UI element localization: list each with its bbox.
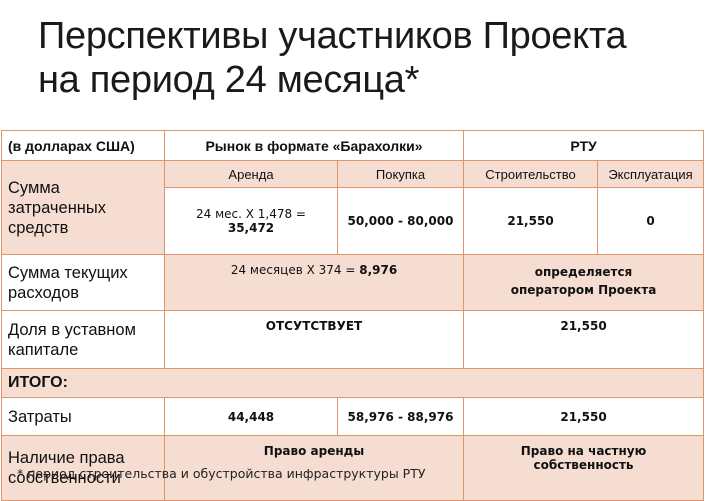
purchase-subheader: Покупка — [336, 160, 465, 188]
construction-subheader: Строительство — [463, 160, 599, 188]
table-row: Наличие права собственности Право аренды… — [1, 435, 705, 501]
table-row: Сумма текущих расходов 24 месяцев Х 374 … — [1, 254, 705, 311]
table-row: 24 мес. Х 1,478 = 35,472 50,000 - 80,000… — [2, 187, 705, 255]
ownership-market-cell: Право аренды — [163, 435, 465, 501]
unit-header: (в долларах США) — [1, 130, 165, 161]
ownership-label: Наличие права собственности — [1, 435, 165, 501]
share-label: Доля в уставном капитале — [1, 310, 165, 369]
spent-rent-cell: 24 мес. Х 1,478 = 35,472 — [164, 187, 338, 255]
rent-subheader: Аренда — [164, 160, 338, 188]
market-header: Рынок в формате «Барахолки» — [163, 130, 465, 161]
table-subheader-row: Сумма затраченных средств Аренда Покупка… — [1, 160, 705, 255]
spent-rent-formula: 24 мес. Х 1,478 = — [195, 207, 306, 221]
operation-subheader: Эксплуатация — [597, 160, 705, 188]
footnote: * период строительства и обустройства ин… — [17, 466, 426, 481]
current-market-value: 8,976 — [359, 263, 398, 277]
table-row: ИТОГО: — [0, 368, 705, 398]
spent-label: Сумма затраченных средств — [1, 160, 165, 255]
share-rtu-cell: 21,550 — [463, 310, 705, 369]
spent-construction-cell: 21,550 — [463, 187, 599, 255]
spent-purchase-cell: 50,000 - 80,000 — [336, 187, 465, 255]
comparison-table: (в долларах США) Рынок в формате «Барахо… — [0, 130, 705, 501]
table-header-row: (в долларах США) Рынок в формате «Барахо… — [1, 130, 705, 161]
slide-title: Перспективы участников Проекта на период… — [38, 14, 627, 102]
spent-rent-total: 35,472 — [227, 221, 275, 235]
rtu-header: РТУ — [463, 130, 705, 161]
costs-rent-cell: 44,448 — [164, 397, 338, 436]
current-rtu-cell: определяется оператором Проекта — [463, 254, 705, 311]
costs-rtu-cell: 21,550 — [463, 397, 705, 436]
spent-operation-cell: 0 — [597, 187, 705, 255]
current-label: Сумма текущих расходов — [1, 254, 165, 311]
share-market-cell: ОТСУТСТВУЕТ — [163, 310, 465, 369]
table-row: Доля в уставном капитале ОТСУТСТВУЕТ 21,… — [1, 310, 705, 369]
current-market-formula: 24 месяцев Х 374 = — [230, 263, 360, 277]
itogo-label: ИТОГО: — [0, 368, 705, 398]
title-line-1: Перспективы участников Проекта — [38, 15, 627, 57]
costs-purchase-cell: 58,976 - 88,976 — [336, 397, 465, 436]
title-line-2: на период 24 месяца* — [38, 59, 420, 101]
table-row: Затраты 44,448 58,976 - 88,976 21,550 — [1, 397, 705, 436]
current-market-cell: 24 месяцев Х 374 = 8,976 — [163, 254, 465, 311]
costs-label: Затраты — [1, 397, 165, 436]
ownership-rtu-cell: Право на частную собственность — [463, 435, 705, 501]
